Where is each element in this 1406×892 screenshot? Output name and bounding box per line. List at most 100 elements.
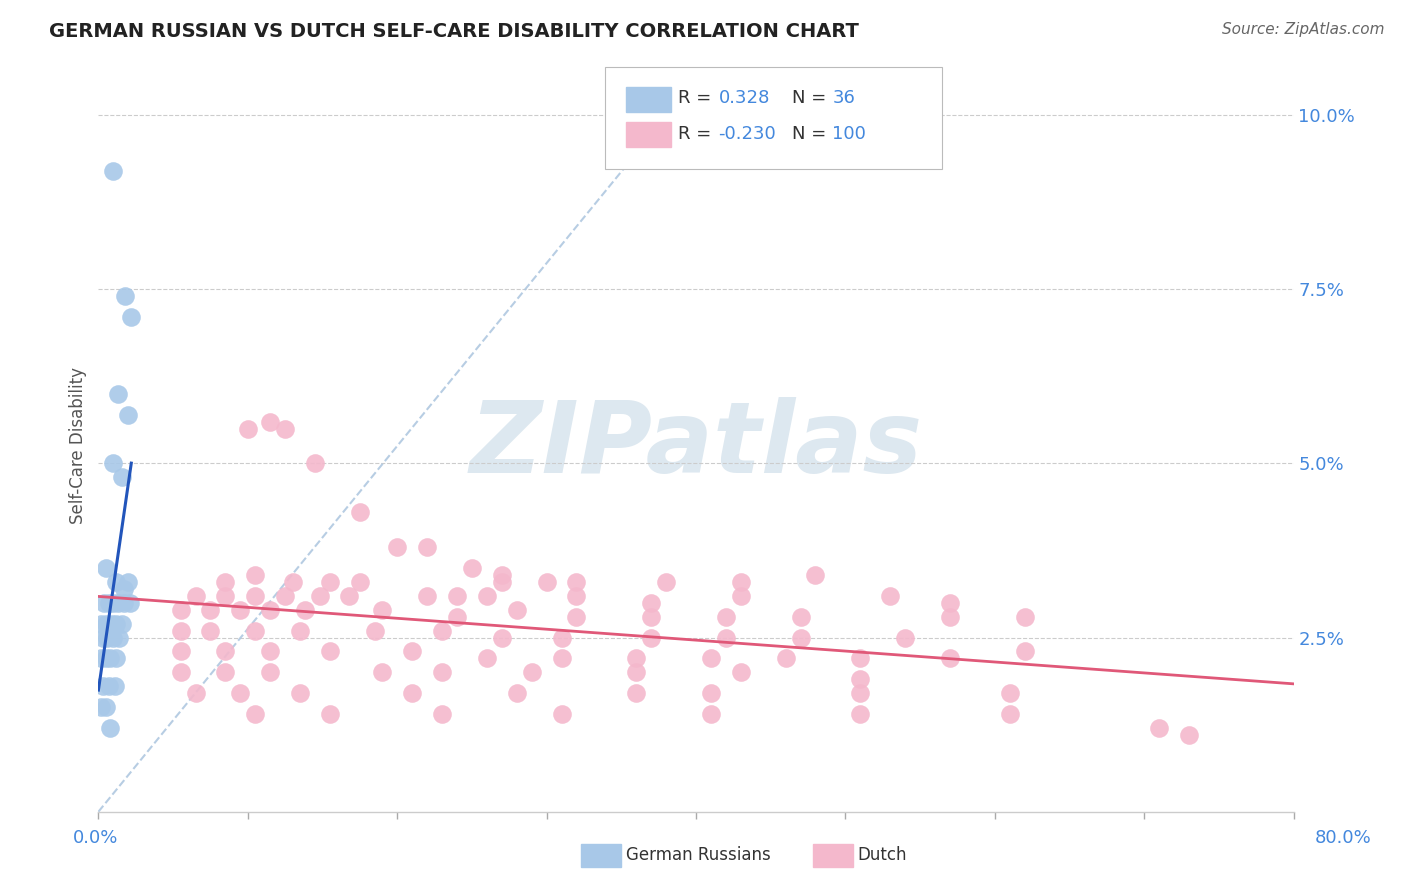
Point — [939, 651, 962, 665]
Point — [108, 631, 131, 645]
Point — [446, 589, 468, 603]
Point — [111, 470, 134, 484]
Y-axis label: Self-Care Disability: Self-Care Disability — [69, 368, 87, 524]
Point — [475, 589, 498, 603]
Point — [288, 624, 311, 638]
Point — [655, 574, 678, 589]
Point — [169, 644, 191, 658]
Point — [229, 603, 252, 617]
Point — [259, 415, 281, 429]
Point — [626, 686, 648, 700]
Point — [308, 589, 330, 603]
Text: Dutch: Dutch — [858, 846, 907, 863]
Point — [1014, 644, 1036, 658]
Point — [700, 686, 723, 700]
Point — [214, 574, 236, 589]
Point — [339, 589, 361, 603]
Point — [200, 603, 222, 617]
Point — [200, 624, 222, 638]
Text: N =: N = — [792, 89, 831, 107]
Point — [939, 609, 962, 624]
Point — [730, 574, 752, 589]
Point — [98, 721, 122, 735]
Text: 36: 36 — [832, 89, 855, 107]
Point — [319, 707, 342, 722]
Text: R =: R = — [678, 89, 717, 107]
Text: German Russians: German Russians — [626, 846, 770, 863]
Point — [103, 596, 125, 610]
Point — [1178, 728, 1201, 742]
Point — [103, 631, 125, 645]
Point — [91, 631, 114, 645]
Point — [105, 616, 128, 631]
Point — [730, 589, 752, 603]
Point — [879, 589, 901, 603]
Point — [93, 596, 115, 610]
Point — [90, 616, 112, 631]
Point — [214, 665, 236, 680]
Point — [114, 289, 136, 303]
Point — [259, 665, 281, 680]
Point — [169, 624, 191, 638]
Point — [506, 603, 529, 617]
Point — [565, 609, 588, 624]
Point — [169, 665, 191, 680]
Point — [849, 673, 872, 687]
Point — [491, 631, 513, 645]
Point — [245, 707, 267, 722]
Point — [245, 589, 267, 603]
Point — [775, 651, 797, 665]
Point — [349, 574, 371, 589]
Point — [111, 616, 134, 631]
Point — [789, 631, 811, 645]
Point — [1147, 721, 1170, 735]
Text: N =: N = — [792, 125, 831, 143]
Point — [103, 457, 125, 471]
Point — [107, 596, 129, 610]
Point — [640, 631, 662, 645]
Point — [274, 421, 297, 435]
Text: -0.230: -0.230 — [718, 125, 776, 143]
Point — [97, 596, 120, 610]
Point — [117, 574, 139, 589]
Point — [94, 700, 117, 714]
Text: 100: 100 — [832, 125, 866, 143]
Point — [550, 651, 572, 665]
Point — [640, 609, 662, 624]
Point — [491, 574, 513, 589]
Point — [349, 505, 371, 519]
Point — [281, 574, 304, 589]
Point — [288, 686, 311, 700]
Point — [245, 567, 267, 582]
Point — [506, 686, 529, 700]
Text: Source: ZipAtlas.com: Source: ZipAtlas.com — [1222, 22, 1385, 37]
Text: R =: R = — [678, 125, 717, 143]
Point — [804, 567, 827, 582]
Point — [98, 651, 122, 665]
Text: 0.0%: 0.0% — [73, 829, 118, 847]
Point — [184, 686, 207, 700]
Point — [90, 700, 112, 714]
Point — [120, 310, 142, 325]
Point — [90, 651, 112, 665]
Point — [626, 651, 648, 665]
Point — [184, 589, 207, 603]
Point — [461, 561, 484, 575]
Point — [229, 686, 252, 700]
Point — [401, 686, 423, 700]
Point — [371, 603, 394, 617]
Point — [319, 574, 342, 589]
Point — [939, 596, 962, 610]
Point — [259, 644, 281, 658]
Point — [714, 631, 737, 645]
Point — [105, 574, 128, 589]
Point — [319, 644, 342, 658]
Point — [416, 540, 439, 554]
Point — [118, 596, 141, 610]
Text: 0.328: 0.328 — [718, 89, 770, 107]
Point — [236, 421, 259, 435]
Point — [91, 679, 114, 693]
Point — [94, 651, 117, 665]
Point — [274, 589, 297, 603]
Point — [998, 686, 1021, 700]
